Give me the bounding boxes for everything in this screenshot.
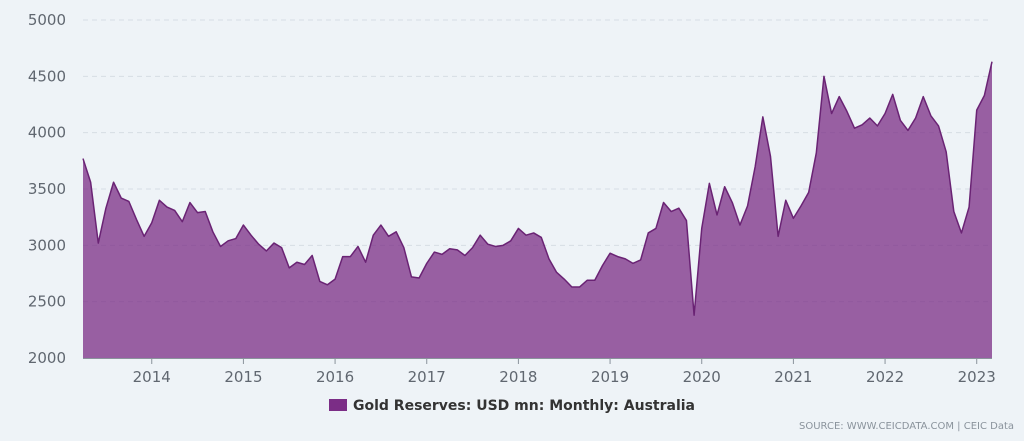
y-tick-label: 5000 [28, 11, 66, 29]
y-tick-label: 2500 [28, 293, 66, 311]
x-tick-label: 2017 [408, 368, 446, 386]
legend-swatch [328, 399, 347, 411]
source-credit[interactable]: SOURCE: WWW.CEICDATA.COM | CEIC Data [798, 421, 1014, 432]
x-tick-label: 2021 [774, 368, 812, 386]
x-tick-label: 2023 [958, 368, 996, 386]
area-series [82, 61, 993, 358]
x-tick-label: 2014 [133, 368, 171, 386]
x-axis: 2014 2015 2016 2017 2018 2019 2020 2021 2022 2023 [83, 358, 996, 386]
x-tick-label: 2018 [499, 368, 537, 386]
series-line [82, 61, 993, 316]
x-tick-label: 2015 [224, 368, 262, 386]
series-area-fill [83, 61, 992, 358]
y-tick-label: 3000 [28, 236, 66, 254]
y-tick-label: 4000 [28, 124, 66, 142]
legend[interactable]: Gold Reserves: USD mn: Monthly: Australi… [0, 398, 1024, 414]
x-tick-label: 2019 [591, 368, 629, 386]
y-tick-label: 2000 [28, 349, 66, 367]
x-tick-label: 2016 [316, 368, 354, 386]
x-tick-label: 2022 [866, 368, 904, 386]
y-tick-label: 3500 [28, 180, 66, 198]
x-tick-label: 2020 [683, 368, 721, 386]
y-axis: 2000 2500 3000 3500 4000 4500 5000 [28, 11, 66, 367]
y-tick-label: 4500 [28, 67, 66, 85]
legend-label: Gold Reserves: USD mn: Monthly: Australi… [352, 398, 695, 414]
